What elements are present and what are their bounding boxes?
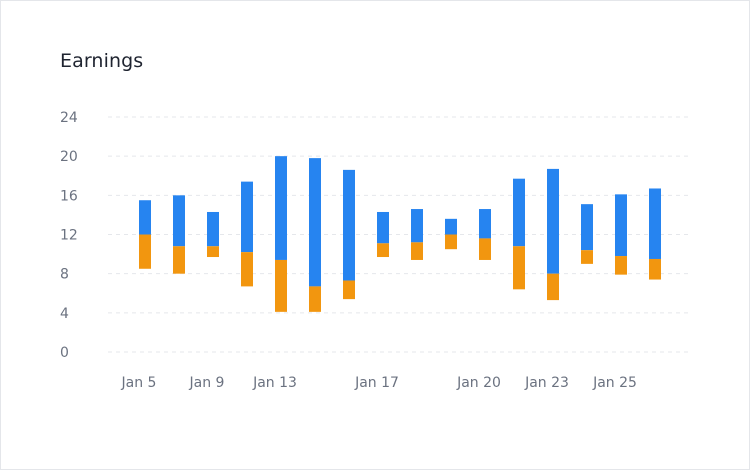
- bar-upper: [615, 194, 627, 257]
- bar-upper: [139, 200, 151, 235]
- bar-upper: [377, 211, 389, 244]
- chart-title: Earnings: [60, 50, 144, 72]
- y-tick-label: 8: [60, 267, 69, 283]
- bar-upper: [547, 168, 559, 274]
- bar-upper: [241, 181, 253, 253]
- bar-upper: [479, 209, 491, 239]
- y-tick-label: 20: [60, 149, 78, 165]
- x-tick-label: Jan 23: [524, 375, 569, 391]
- x-tick-label: Jan 25: [592, 375, 637, 391]
- bar-lower: [343, 280, 355, 300]
- bar-lower: [445, 234, 457, 250]
- bar-lower: [547, 273, 559, 301]
- bar-upper: [513, 178, 525, 247]
- bar-lower: [479, 238, 491, 260]
- bar-upper: [275, 156, 287, 260]
- bar-upper: [309, 158, 321, 287]
- x-tick-label: Jan 9: [189, 375, 225, 391]
- y-tick-label: 0: [60, 345, 69, 361]
- bar-lower: [649, 258, 661, 280]
- bar-lower: [309, 286, 321, 312]
- bar-lower: [513, 246, 525, 290]
- bar-lower: [411, 242, 423, 260]
- bar-upper: [173, 195, 185, 247]
- bar-lower: [139, 234, 151, 269]
- x-tick-label: Jan 13: [252, 375, 297, 391]
- bar-lower: [377, 243, 389, 258]
- x-tick-label: Jan 5: [121, 375, 157, 391]
- bar-lower: [173, 246, 185, 274]
- y-tick-label: 24: [60, 110, 78, 126]
- bar-lower: [275, 259, 287, 312]
- bar-upper: [207, 211, 219, 247]
- bar-upper: [411, 209, 423, 243]
- bar-lower: [581, 250, 593, 264]
- bar-upper: [445, 218, 457, 235]
- bar-lower: [207, 246, 219, 258]
- bar-upper: [581, 204, 593, 251]
- y-tick-label: 12: [60, 228, 78, 244]
- bar-lower: [615, 256, 627, 275]
- y-tick-label: 4: [60, 306, 69, 322]
- x-tick-label: Jan 17: [354, 375, 399, 391]
- bar-lower: [241, 252, 253, 287]
- y-tick-label: 16: [60, 188, 78, 204]
- bar-upper: [649, 188, 661, 259]
- x-tick-label: Jan 20: [456, 375, 501, 391]
- bar-upper: [343, 169, 355, 281]
